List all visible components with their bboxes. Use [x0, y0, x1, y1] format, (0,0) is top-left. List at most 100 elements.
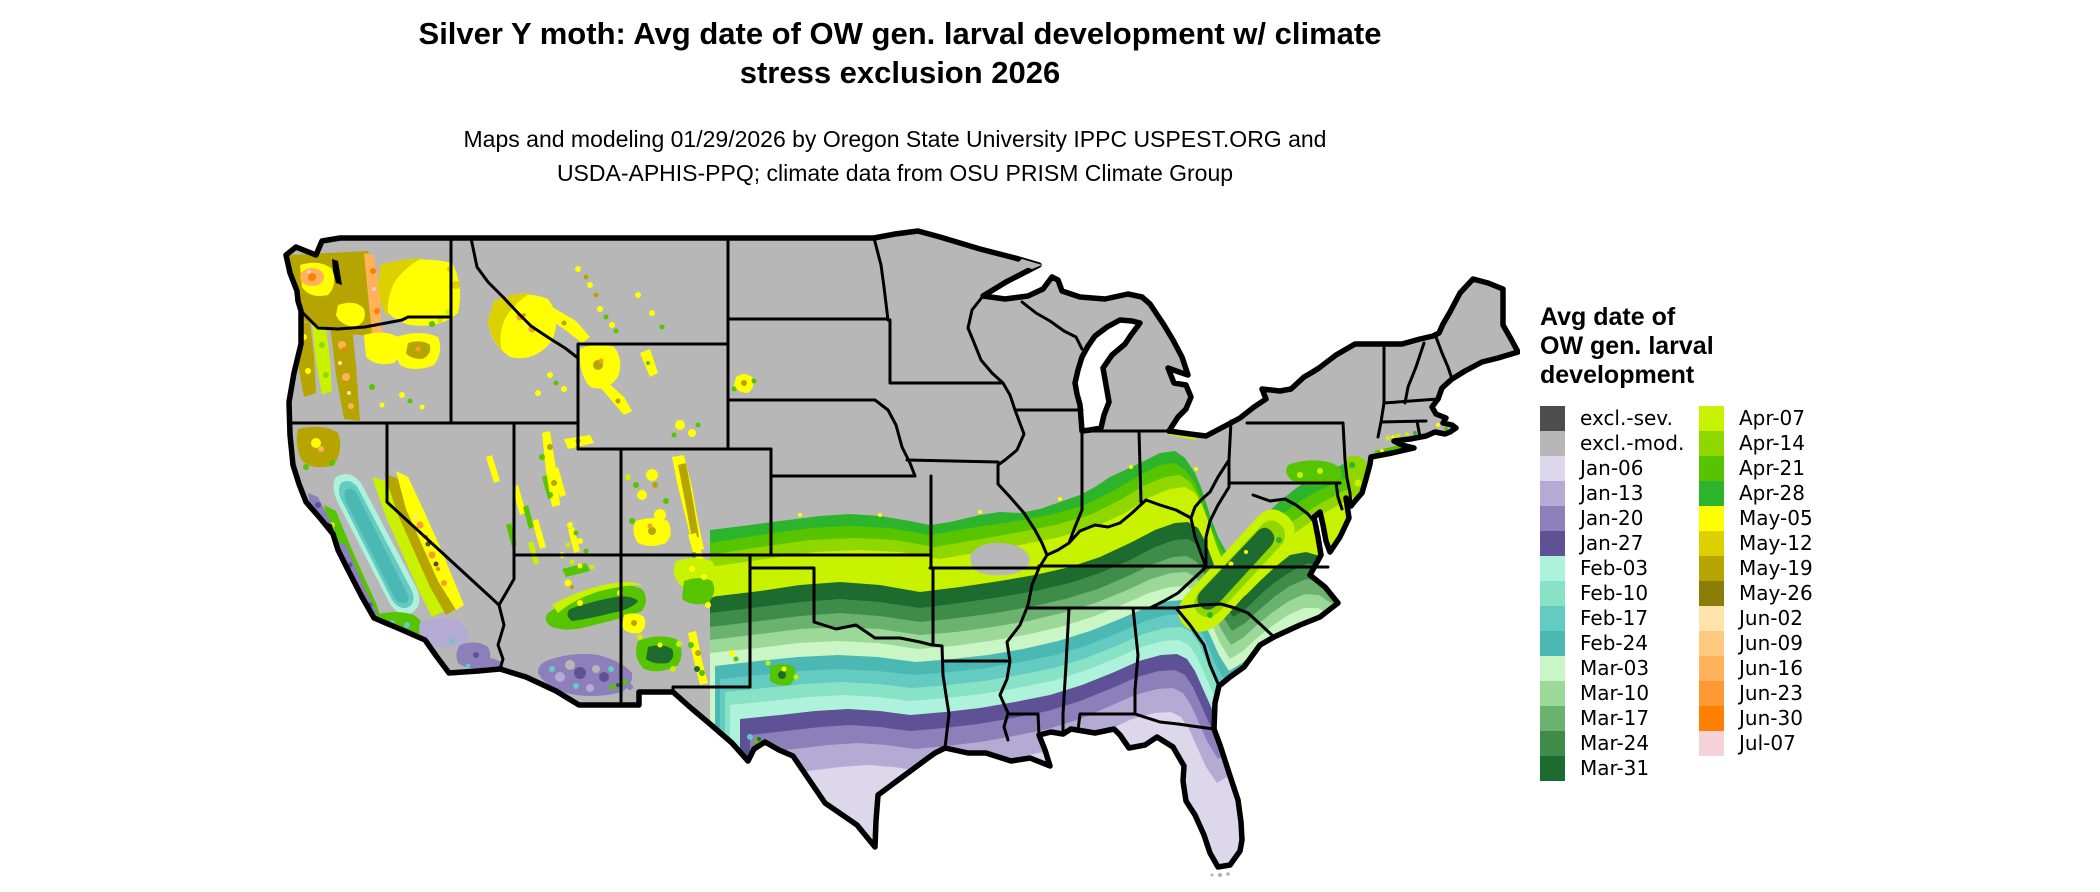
- legend-label: May-26: [1739, 581, 1813, 605]
- legend-item: Jun-23: [1699, 681, 1813, 706]
- page-title: Silver Y moth: Avg date of OW gen. larva…: [0, 14, 1800, 92]
- legend-item: Jan-27: [1540, 531, 1684, 556]
- legend-swatch: [1699, 631, 1724, 656]
- legend-label: Jan-06: [1580, 456, 1644, 480]
- legend-swatch: [1699, 506, 1724, 531]
- legend-swatch: [1540, 631, 1565, 656]
- legend-swatch: [1699, 406, 1724, 431]
- legend-item: Apr-14: [1699, 431, 1813, 456]
- northeast-patches: [798, 422, 1448, 517]
- legend-label: May-12: [1739, 531, 1813, 555]
- legend-label: Jun-09: [1739, 631, 1803, 655]
- legend-swatch: [1540, 531, 1565, 556]
- legend-swatch: [1699, 581, 1724, 606]
- legend-swatch: [1699, 481, 1724, 506]
- legend-item: May-12: [1699, 531, 1813, 556]
- legend-label: Feb-10: [1580, 581, 1649, 605]
- legend-swatch: [1699, 431, 1724, 456]
- legend-swatch: [1699, 681, 1724, 706]
- legend-label: Mar-17: [1580, 706, 1650, 730]
- title-line-2: stress exclusion 2026: [739, 55, 1061, 90]
- legend-swatch: [1699, 556, 1724, 581]
- legend-item: Jul-07: [1699, 731, 1813, 756]
- legend-swatch: [1540, 431, 1565, 456]
- legend-swatch: [1540, 506, 1565, 531]
- legend-swatch: [1540, 481, 1565, 506]
- legend-item: Mar-03: [1540, 656, 1684, 681]
- legend-label: excl.-mod.: [1580, 431, 1685, 455]
- legend-label: excl.-sev.: [1580, 406, 1673, 430]
- legend-swatch: [1540, 731, 1565, 756]
- legend-item: May-19: [1699, 556, 1813, 581]
- legend-label: Jun-30: [1739, 706, 1803, 730]
- legend-swatch: [1699, 456, 1724, 481]
- legend-swatch: [1699, 606, 1724, 631]
- legend-swatch: [1540, 406, 1565, 431]
- legend-label: Jul-07: [1739, 731, 1796, 755]
- legend-item: Jun-02: [1699, 606, 1813, 631]
- legend-label: Apr-21: [1739, 456, 1805, 480]
- appalachian-spur: [1178, 509, 1295, 632]
- legend-swatch: [1540, 556, 1565, 581]
- legend-label: Apr-14: [1739, 431, 1805, 455]
- legend-item: May-05: [1699, 506, 1813, 531]
- state-borders: [291, 236, 1454, 750]
- legend-label: Apr-28: [1739, 481, 1805, 505]
- legend-swatch: [1699, 656, 1724, 681]
- legend-item: Mar-24: [1540, 731, 1684, 756]
- legend-column-left: excl.-sev. excl.-mod. Jan-06 Jan-13 Jan-20 Ja…: [1540, 406, 1684, 781]
- legend-item: Jan-06: [1540, 456, 1684, 481]
- legend-item: Mar-31: [1540, 756, 1684, 781]
- legend-label: Jun-02: [1739, 606, 1803, 630]
- legend-swatch: [1540, 756, 1565, 781]
- legend-item: Apr-07: [1699, 406, 1813, 431]
- legend-item: Jun-09: [1699, 631, 1813, 656]
- legend-item: May-26: [1699, 581, 1813, 606]
- legend-label: Apr-07: [1739, 406, 1805, 430]
- isle-royale: [1016, 259, 1042, 269]
- legend-item: Jun-30: [1699, 706, 1813, 731]
- florida-keys: [1210, 872, 1230, 877]
- legend-item: excl.-mod.: [1540, 431, 1684, 456]
- legend-swatch: [1540, 456, 1565, 481]
- legend-label: Feb-03: [1580, 556, 1649, 580]
- legend-item: Apr-28: [1699, 481, 1813, 506]
- legend-label: Mar-03: [1580, 656, 1650, 680]
- legend-label: Mar-24: [1580, 731, 1650, 755]
- us-map-figure: [280, 225, 1521, 885]
- legend-label: Jan-20: [1580, 506, 1644, 530]
- legend-label: Feb-17: [1580, 606, 1649, 630]
- legend-item: Jan-20: [1540, 506, 1684, 531]
- legend-title: Avg date of OW gen. larval development: [1540, 303, 1714, 389]
- legend-label: May-19: [1739, 556, 1813, 580]
- legend-item: Feb-17: [1540, 606, 1684, 631]
- legend-label: May-05: [1739, 506, 1813, 530]
- legend-swatch: [1540, 706, 1565, 731]
- legend-label: Jun-23: [1739, 681, 1803, 705]
- legend-item: Feb-03: [1540, 556, 1684, 581]
- legend-column-right: Apr-07 Apr-14 Apr-21 Apr-28 May-05 May-12 May-…: [1699, 406, 1813, 756]
- legend-label: Jan-13: [1580, 481, 1644, 505]
- legend-swatch: [1540, 581, 1565, 606]
- legend-label: Mar-10: [1580, 681, 1650, 705]
- legend-swatch: [1540, 681, 1565, 706]
- us-outline: [283, 228, 1521, 870]
- legend-swatch: [1540, 606, 1565, 631]
- legend-swatch: [1540, 656, 1565, 681]
- legend-item: excl.-sev.: [1540, 406, 1684, 431]
- subtitle-line-2: USDA-APHIS-PPQ; climate data from OSU PR…: [556, 160, 1234, 186]
- legend-item: Jun-16: [1699, 656, 1813, 681]
- legend-item: Apr-21: [1699, 456, 1813, 481]
- legend-item: Mar-10: [1540, 681, 1684, 706]
- west-coast-detail: [288, 251, 505, 685]
- legend-item: Jan-13: [1540, 481, 1684, 506]
- legend-label: Jan-27: [1580, 531, 1644, 555]
- subtitle-line-1: Maps and modeling 01/29/2026 by Oregon S…: [463, 126, 1327, 152]
- legend-label: Jun-16: [1739, 656, 1803, 680]
- legend: Avg date of OW gen. larval development e…: [1540, 303, 2080, 781]
- legend-item: Feb-10: [1540, 581, 1684, 606]
- legend-swatch: [1699, 706, 1724, 731]
- legend-label: Feb-24: [1580, 631, 1649, 655]
- legend-item: Mar-17: [1540, 706, 1684, 731]
